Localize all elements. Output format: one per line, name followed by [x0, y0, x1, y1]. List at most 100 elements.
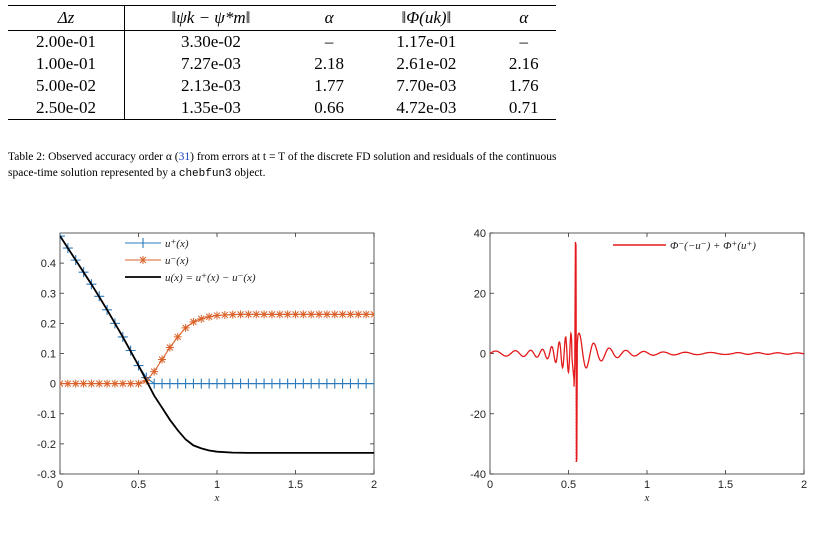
data-point-asterisk: [165, 343, 174, 352]
chart-2: 0 0.5 1 1.5 2 -40 -20 0 20 40 x Φ⁻(−u⁻) + Φ⁺(u⁺): [470, 228, 807, 504]
data-point-asterisk: [173, 332, 182, 341]
cell: 3.30e-02: [180, 32, 241, 51]
caption-text-2: ) from errors at t = T of the discrete F…: [8, 151, 557, 179]
cell: 1.76: [508, 76, 539, 95]
plot-frame: [59, 232, 375, 475]
legend-marker: [138, 238, 148, 248]
data-point-asterisk: [189, 317, 198, 326]
data-point-asterisk: [338, 310, 347, 319]
data-point-asterisk: [315, 310, 324, 319]
legend-label: Φ⁻(−u⁻) + Φ⁺(u⁺): [670, 240, 756, 252]
cell: 2.00e-01: [8, 30, 125, 53]
y-tick-label: 0.2: [41, 318, 56, 330]
x-tick-label: 0: [487, 479, 493, 491]
x-tick-label: 0.5: [131, 479, 146, 491]
x-tick-label: 2: [801, 479, 807, 491]
data-point-asterisk: [213, 311, 221, 320]
table-header-row: Δz ‖ψk − ψ*m‖ α ‖Φ(uk)‖ α: [8, 5, 556, 31]
cell: –: [519, 32, 528, 51]
data-point-asterisk: [260, 310, 269, 319]
plot-area: [60, 233, 374, 454]
data-point-asterisk: [322, 310, 331, 319]
cell: 2.50e-02: [8, 97, 125, 120]
series-line: [60, 235, 374, 454]
cell: 7.27e-03: [180, 54, 241, 73]
legend: u⁺(x) u⁻(x) u(x) = u⁺(x) − u⁻(x): [125, 238, 256, 284]
caption-text-3: object.: [231, 167, 266, 179]
cell: 1.17e-01: [396, 32, 457, 51]
data-point-plus: [369, 378, 374, 389]
cell: 0.71: [508, 98, 539, 117]
table-row: 1.00e-01 7.27e-03 2.18 2.61e-02 2.16: [8, 53, 556, 75]
x-tick-label: 1.5: [718, 479, 733, 491]
legend-marker: [139, 256, 147, 264]
data-point-asterisk: [275, 310, 284, 319]
data-point-asterisk: [346, 310, 355, 319]
plot-frame: [489, 232, 805, 475]
data-point-asterisk: [267, 310, 276, 319]
table-row: 2.50e-02 1.35e-03 0.66 4.72e-03 0.71: [8, 97, 556, 120]
x-axis-label: x: [644, 492, 650, 504]
x-tick-label: 0: [57, 479, 63, 491]
header-residual-norm: ‖Φ(uk)‖: [401, 8, 452, 27]
data-point-asterisk: [330, 310, 339, 319]
x-tick-label: 1.5: [288, 479, 303, 491]
equation-ref-link[interactable]: 31: [178, 151, 191, 163]
data-point-asterisk: [126, 379, 135, 388]
x-tick-label: 1: [214, 479, 220, 491]
results-table: Δz ‖ψk − ψ*m‖ α ‖Φ(uk)‖ α 2.00e-01 3.30e…: [8, 5, 556, 120]
data-point-asterisk: [87, 379, 96, 388]
data-point-asterisk: [205, 312, 214, 321]
series-line: [490, 241, 804, 462]
header-error-norm: ‖ψk − ψ*m‖: [171, 8, 251, 27]
x-tick-label: 0.5: [561, 479, 576, 491]
data-point-asterisk: [110, 379, 119, 388]
data-point-asterisk: [307, 310, 316, 319]
data-point-asterisk: [134, 379, 143, 388]
y-tick-label: 0.1: [41, 349, 56, 361]
data-point-asterisk: [79, 379, 88, 388]
legend: Φ⁻(−u⁻) + Φ⁺(u⁺): [613, 240, 756, 252]
y-tick-label: -20: [470, 409, 486, 421]
header-alpha-2: α: [519, 8, 529, 27]
legend-label: u⁺(x): [165, 238, 189, 250]
chart-1: 0 0.5 1 1.5 2 -0.3 -0.2 -0.1 0 0.1 0.2 0.3 0.4 x u⁺(x)…: [37, 232, 377, 504]
legend-label: u⁻(x): [165, 255, 189, 267]
cell: 5.00e-02: [8, 75, 125, 97]
y-tick-label: 0.4: [41, 258, 56, 270]
data-point-asterisk: [197, 314, 206, 323]
cell: –: [324, 32, 334, 51]
y-tick-label: -0.3: [37, 469, 56, 481]
data-point-asterisk: [370, 310, 374, 319]
table-row: 2.00e-01 3.30e-02 – 1.17e-01 –: [8, 30, 556, 53]
y-tick-label: 40: [474, 228, 486, 240]
cell: 4.72e-03: [396, 98, 457, 117]
cell: 2.13e-03: [180, 76, 241, 95]
data-point-asterisk: [158, 355, 167, 364]
data-point-asterisk: [95, 379, 104, 388]
data-point-asterisk: [71, 379, 80, 388]
header-alpha-1: α: [324, 8, 334, 27]
caption-code: chebfun3: [178, 168, 232, 180]
data-point-asterisk: [103, 379, 112, 388]
cell: 2.61e-02: [396, 54, 457, 73]
data-point-asterisk: [63, 379, 72, 388]
data-point-asterisk: [283, 310, 292, 319]
table-caption: Table 2: Observed accuracy order α (31) …: [8, 149, 588, 182]
data-point-asterisk: [362, 310, 371, 319]
legend-label: u(x) = u⁺(x) − u⁻(x): [165, 272, 256, 284]
caption-text-1: Observed accuracy order α (: [48, 151, 179, 163]
data-point-asterisk: [252, 310, 261, 319]
data-point-asterisk: [354, 310, 363, 319]
y-tick-label: -40: [470, 469, 486, 481]
y-tick-label: -0.1: [37, 409, 56, 421]
data-point-asterisk: [291, 310, 300, 319]
cell: 0.66: [314, 98, 344, 117]
cell: 7.70e-03: [396, 76, 457, 95]
caption-label: Table 2:: [8, 151, 49, 163]
data-point-plus: [60, 233, 65, 242]
plot-area: [490, 241, 804, 462]
header-dz: Δz: [8, 5, 125, 31]
cell: 1.77: [314, 76, 344, 95]
